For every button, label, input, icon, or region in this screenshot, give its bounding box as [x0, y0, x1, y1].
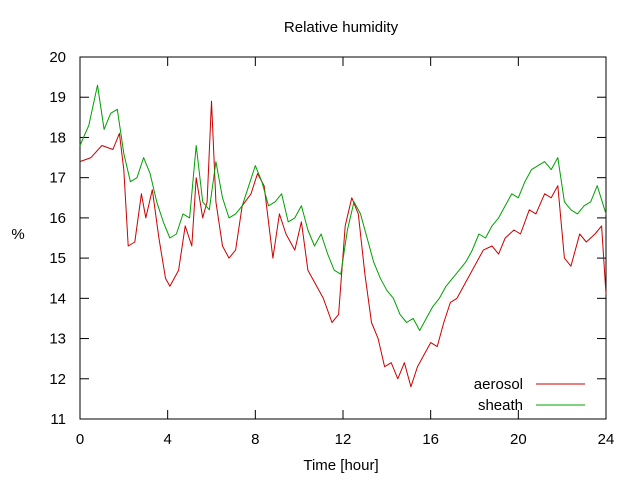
legend-label-sheath: sheath — [478, 397, 523, 414]
axis-ticks: 0 4 8 12 16 20 24 11 12 13 14 15 16 17 18 19 20 — [49, 49, 614, 448]
y-tick-label: 19 — [49, 89, 66, 106]
y-tick-label: 20 — [49, 49, 66, 66]
x-tick-label: 8 — [251, 431, 259, 448]
x-tick-label: 4 — [163, 431, 171, 448]
x-tick-label: 24 — [598, 431, 615, 448]
legend: aerosol sheath — [474, 376, 585, 414]
series-line-aerosol — [79, 100, 607, 388]
y-tick-label: 16 — [49, 210, 66, 227]
y-axis-label: % — [11, 226, 24, 243]
y-tick-label: 11 — [50, 411, 66, 428]
y-tick-label: 18 — [49, 129, 66, 146]
x-tick-label: 16 — [422, 431, 439, 448]
chart-title: Relative humidity — [284, 19, 399, 36]
y-tick-label: 15 — [49, 250, 66, 267]
x-tick-label: 20 — [510, 431, 527, 448]
y-tick-label: 17 — [49, 170, 66, 187]
x-axis-label: Time [hour] — [303, 457, 378, 474]
x-tick-label: 0 — [76, 431, 84, 448]
y-tick-label: 12 — [49, 371, 66, 388]
series-layer — [79, 84, 607, 388]
x-tick-label: 12 — [335, 431, 352, 448]
legend-label-aerosol: aerosol — [474, 376, 523, 393]
series-line-sheath — [79, 84, 607, 331]
y-tick-label: 13 — [49, 331, 66, 348]
y-tick-label: 14 — [49, 290, 66, 307]
